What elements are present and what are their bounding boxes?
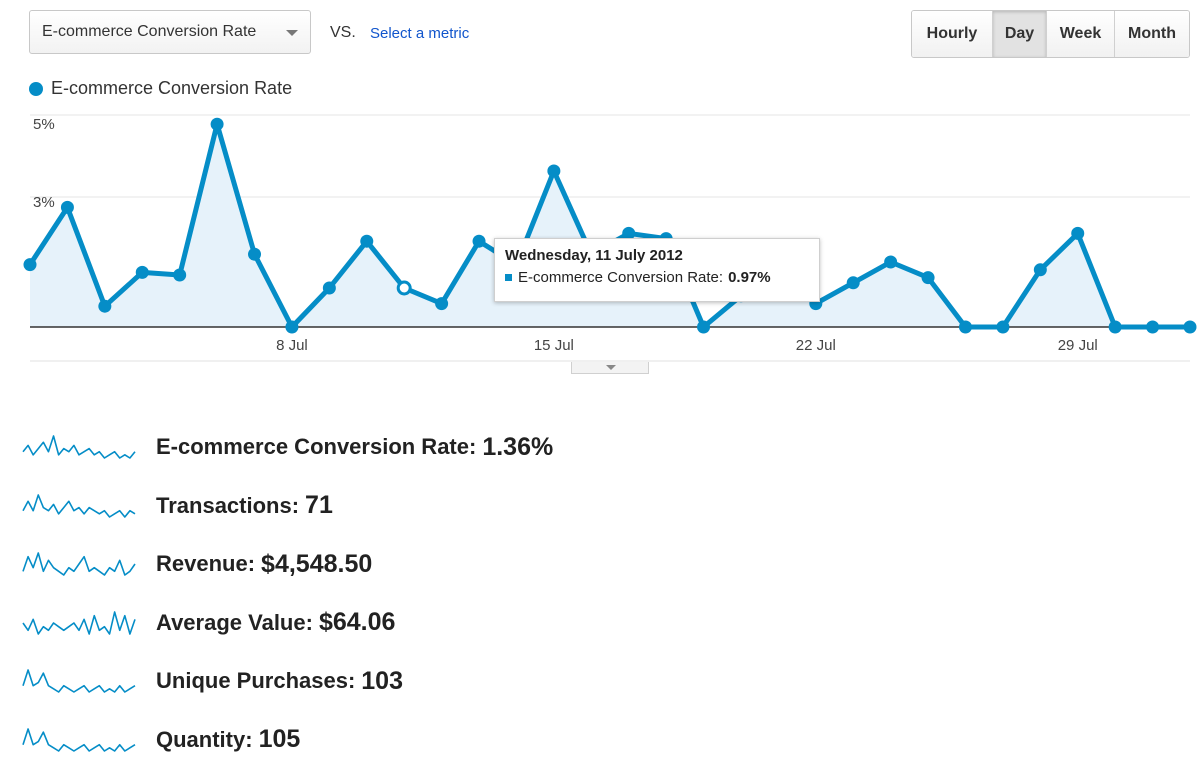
summary-label: Transactions: <box>156 492 300 518</box>
summary-label: Unique Purchases: <box>156 668 356 694</box>
y-tick-label: 3% <box>33 194 55 211</box>
data-point <box>135 265 149 279</box>
data-point <box>846 276 860 290</box>
summary-label: E-commerce Conversion Rate: <box>156 434 477 460</box>
day-button-label: Day <box>1004 25 1035 42</box>
data-point <box>435 297 449 311</box>
chart-tooltip: Wednesday, 11 July 2012 E-commerce Conve… <box>494 238 820 302</box>
summary-row-quantity[interactable]: Quantity: 105 <box>20 711 553 769</box>
data-point <box>958 320 972 334</box>
chart-collapse-toggle[interactable] <box>571 362 649 374</box>
summary-value: 103 <box>361 666 403 695</box>
data-point <box>248 247 262 261</box>
data-point <box>210 117 224 131</box>
summary-label: Average Value: <box>156 609 313 635</box>
series-square-icon <box>505 274 512 281</box>
sparkline-path <box>22 552 136 577</box>
highlighted-data-point <box>396 280 412 296</box>
data-point <box>285 320 299 334</box>
sparkline-icon <box>22 610 136 635</box>
chevron-down-icon <box>286 30 298 36</box>
data-point <box>173 268 187 282</box>
data-point <box>360 234 374 248</box>
summary-value: 105 <box>258 725 301 754</box>
primary-metric-dropdown[interactable]: E-commerce Conversion Rate <box>29 10 311 54</box>
y-tick-label: 5% <box>33 116 55 133</box>
summary-value: 1.36% <box>482 432 554 461</box>
x-tick-label: 15 Jul <box>534 337 574 354</box>
line-chart: 5% 3% 8 Jul 15 Jul 22 Jul 29 Jul <box>23 114 1197 362</box>
sparkline-icon <box>22 727 136 752</box>
summary-label: Quantity: <box>156 726 253 752</box>
week-button-label: Week <box>1059 25 1102 42</box>
sparkline-icon <box>22 669 136 694</box>
sparkline-path <box>22 610 136 635</box>
data-point <box>472 234 486 248</box>
tooltip-metric-label: E-commerce Conversion Rate: <box>518 269 724 286</box>
chevron-down-icon <box>606 365 616 370</box>
sparkline-path <box>22 493 136 518</box>
data-point <box>1146 320 1160 334</box>
x-tick-label: 22 Jul <box>796 337 836 354</box>
week-button[interactable]: Week <box>1046 11 1114 57</box>
data-point <box>98 299 112 313</box>
hourly-button-label: Hourly <box>926 25 978 42</box>
day-button[interactable]: Day <box>992 11 1046 57</box>
sparkline-path <box>22 669 136 694</box>
tooltip-metric-row: E-commerce Conversion Rate: 0.97% <box>505 269 809 286</box>
data-point <box>921 271 935 285</box>
month-button[interactable]: Month <box>1114 11 1189 57</box>
sparkline-icon <box>22 435 136 460</box>
data-point <box>23 258 37 272</box>
data-point <box>996 320 1010 334</box>
sparkline-icon <box>22 493 136 518</box>
series-area <box>30 124 1190 327</box>
data-point <box>622 226 636 240</box>
hourly-button[interactable]: Hourly <box>912 11 992 57</box>
data-point <box>1033 263 1047 277</box>
sparkline-path <box>22 435 136 460</box>
metric-summary-list: E-commerce Conversion Rate: 1.36% Transa… <box>20 418 553 769</box>
tooltip-date: Wednesday, 11 July 2012 <box>505 247 683 264</box>
data-point <box>697 320 711 334</box>
data-point <box>884 255 898 269</box>
summary-row-conversion-rate[interactable]: E-commerce Conversion Rate: 1.36% <box>20 418 553 477</box>
summary-row-average-value[interactable]: Average Value: $64.06 <box>20 594 553 653</box>
data-point <box>1183 320 1197 334</box>
summary-row-transactions[interactable]: Transactions: 71 <box>20 477 553 536</box>
tooltip-value: 0.97% <box>728 269 771 286</box>
sparkline-path <box>22 727 136 752</box>
primary-metric-label: E-commerce Conversion Rate <box>42 23 257 40</box>
x-tick-label: 8 Jul <box>276 337 308 354</box>
summary-row-revenue[interactable]: Revenue: $4,548.50 <box>20 535 553 594</box>
summary-value: $64.06 <box>318 608 396 637</box>
summary-label: Revenue: <box>156 551 256 577</box>
summary-value: 71 <box>305 491 333 520</box>
data-point <box>547 164 561 178</box>
summary-value: $4,548.50 <box>261 549 373 578</box>
time-range-toggle: Hourly Day Week Month <box>911 10 1190 58</box>
summary-row-unique-purchases[interactable]: Unique Purchases: 103 <box>20 652 553 711</box>
sparkline-icon <box>22 552 136 577</box>
legend-label: E-commerce Conversion Rate <box>51 78 293 98</box>
data-point <box>322 281 336 295</box>
chart-legend: E-commerce Conversion Rate <box>29 78 292 99</box>
month-button-label: Month <box>1128 25 1176 42</box>
series-dot-icon <box>29 81 43 96</box>
select-metric-link[interactable]: Select a metric <box>370 25 470 42</box>
data-point <box>60 200 74 214</box>
vs-label: VS. <box>330 24 356 41</box>
data-point <box>1108 320 1122 334</box>
data-point <box>1071 226 1085 240</box>
x-tick-label: 29 Jul <box>1058 337 1098 354</box>
